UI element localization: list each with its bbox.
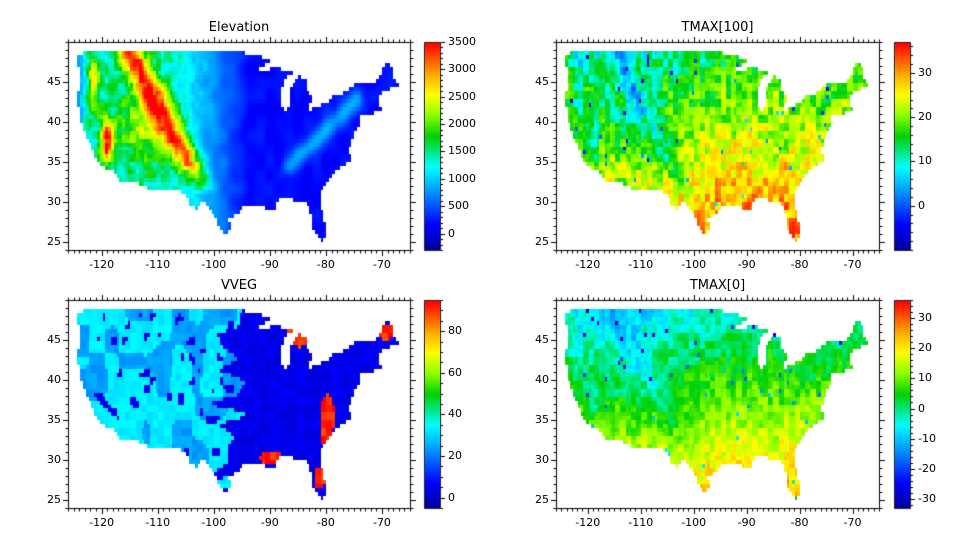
y-tick-label: 35 xyxy=(47,413,61,426)
x-tick-label: -110 xyxy=(628,258,654,271)
y-tick-label: 30 xyxy=(535,195,549,208)
x-tick-label: -110 xyxy=(145,258,171,271)
y-tick-label: 30 xyxy=(535,453,549,466)
subplot-tmax0: TMAX[0] -120-110-100-90-80-702530354045-… xyxy=(487,268,967,530)
x-tick-label: -100 xyxy=(201,258,227,271)
y-tick-label: 45 xyxy=(535,75,549,88)
colorbar-tick-label: 0 xyxy=(918,401,925,415)
colorbar-tick-label: 500 xyxy=(448,199,469,213)
colorbar-tick-label: 20 xyxy=(918,110,932,124)
subplot-tmax100: TMAX[100] -120-110-100-90-80-70253035404… xyxy=(487,10,967,272)
x-tick-label: -90 xyxy=(260,516,279,529)
colorbar-tick-label: -10 xyxy=(918,431,936,445)
y-tick-label: 25 xyxy=(47,235,61,248)
x-tick-label: -70 xyxy=(372,258,391,271)
y-tick-label: 25 xyxy=(47,493,61,506)
x-tick-label: -90 xyxy=(737,516,756,529)
x-tick-label: -90 xyxy=(260,258,279,271)
colorbar-tick-label: 1000 xyxy=(448,171,476,185)
x-tick-label: -70 xyxy=(843,516,862,529)
colorbar-tick-label: 30 xyxy=(918,311,932,325)
x-tick-label: -100 xyxy=(201,516,227,529)
heatmap-canvas xyxy=(557,43,879,250)
x-tick-label: -70 xyxy=(372,516,391,529)
heatmap-canvas xyxy=(69,43,410,250)
x-tick-label: -120 xyxy=(575,516,601,529)
x-tick-label: -120 xyxy=(575,258,601,271)
x-tick-label: -80 xyxy=(316,258,335,271)
y-tick-label: 35 xyxy=(47,155,61,168)
x-tick-label: -110 xyxy=(145,516,171,529)
colorbar-gradient xyxy=(425,43,440,250)
y-tick-label: 35 xyxy=(535,413,549,426)
heatmap-canvas xyxy=(557,301,879,508)
colorbar-tick-label: 1500 xyxy=(448,144,476,158)
colorbar-tick-label: 60 xyxy=(448,365,462,379)
x-tick-label: -90 xyxy=(737,258,756,271)
colorbar-tick-label: 30 xyxy=(918,65,932,79)
y-tick-label: 45 xyxy=(47,333,61,346)
y-tick-label: 40 xyxy=(47,115,61,128)
colorbar-tick-label: 40 xyxy=(448,407,462,421)
x-tick-label: -120 xyxy=(89,516,115,529)
x-tick-label: -100 xyxy=(681,516,707,529)
colorbar-tick-label: -20 xyxy=(918,461,936,475)
y-tick-label: 40 xyxy=(535,373,549,386)
colorbar-tick-label: 10 xyxy=(918,371,932,385)
y-tick-label: 40 xyxy=(47,373,61,386)
colorbar-tick-label: 0 xyxy=(918,198,925,212)
x-tick-label: -120 xyxy=(89,258,115,271)
colorbar-tick-label: 0 xyxy=(448,226,455,240)
subplot-elevation: Elevation -120-110-100-90-80-70253035404… xyxy=(0,10,483,272)
colorbar-tick-label: 2500 xyxy=(448,89,476,103)
colorbar-tick-label: 3000 xyxy=(448,62,476,76)
x-tick-label: -70 xyxy=(843,258,862,271)
colorbar-tick-label: 10 xyxy=(918,154,932,168)
y-tick-label: 40 xyxy=(535,115,549,128)
subplot-vveg: VVEG -120-110-100-90-80-7025303540450204… xyxy=(0,268,483,530)
colorbar-tick-label: 80 xyxy=(448,324,462,338)
heatmap-canvas xyxy=(69,301,410,508)
x-tick-label: -80 xyxy=(790,258,809,271)
x-tick-label: -100 xyxy=(681,258,707,271)
colorbar-tick-label: 2000 xyxy=(448,117,476,131)
colorbar-tick-label: 20 xyxy=(448,449,462,462)
colorbar-gradient xyxy=(425,301,440,508)
y-tick-label: 35 xyxy=(535,155,549,168)
colorbar-tick-label: 20 xyxy=(918,341,932,355)
y-tick-label: 25 xyxy=(535,493,549,506)
colorbar-tick-label: 0 xyxy=(448,490,455,504)
x-tick-label: -80 xyxy=(790,516,809,529)
x-tick-label: -110 xyxy=(628,516,654,529)
colorbar-gradient xyxy=(895,43,910,250)
y-tick-label: 45 xyxy=(535,333,549,346)
colorbar-tick-label: -30 xyxy=(918,491,936,505)
x-tick-label: -80 xyxy=(316,516,335,529)
y-tick-label: 25 xyxy=(535,235,549,248)
y-tick-label: 30 xyxy=(47,453,61,466)
colorbar-gradient xyxy=(895,301,910,508)
y-tick-label: 45 xyxy=(47,75,61,88)
y-tick-label: 30 xyxy=(47,195,61,208)
colorbar-tick-label: 3500 xyxy=(448,35,476,48)
